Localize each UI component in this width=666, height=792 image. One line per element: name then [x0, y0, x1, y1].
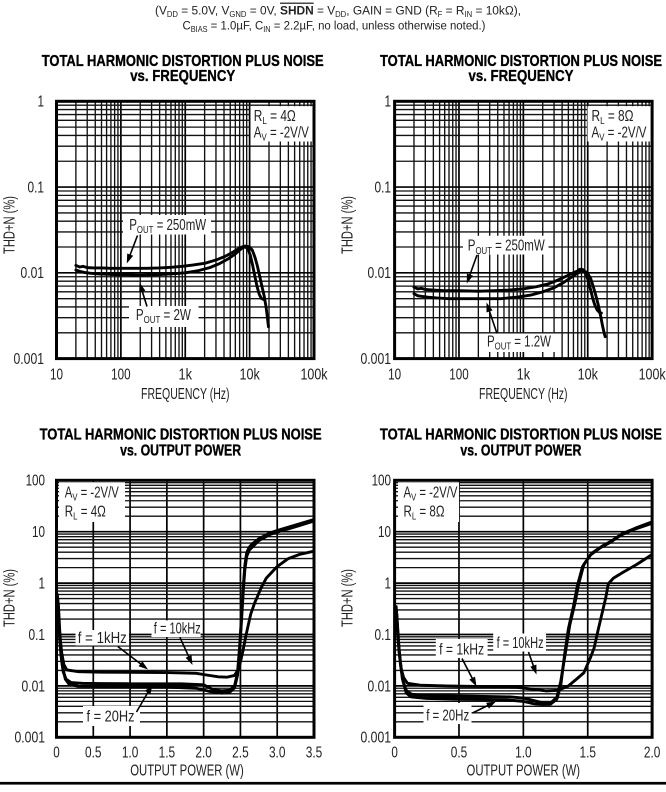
- svg-text:OUTPUT POWER (W): OUTPUT POWER (W): [130, 762, 244, 779]
- svg-text:(VDD = 5.0V, VGND = 0V, SHDN =: (VDD = 5.0V, VGND = 0V, SHDN = VDD, GAIN…: [155, 4, 521, 20]
- svg-text:0: 0: [391, 744, 398, 761]
- svg-text:0.01: 0.01: [368, 678, 392, 695]
- svg-text:1.5: 1.5: [579, 744, 596, 761]
- svg-text:10: 10: [32, 524, 45, 541]
- svg-text:vs. OUTPUT POWER: vs. OUTPUT POWER: [460, 443, 581, 460]
- svg-text:THD+N (%): THD+N (%): [339, 569, 356, 627]
- svg-text:1k: 1k: [179, 367, 193, 384]
- svg-text:RL = 8Ω: RL = 8Ω: [404, 504, 445, 523]
- svg-text:1.0: 1.0: [515, 744, 532, 761]
- svg-text:0.5: 0.5: [85, 744, 102, 761]
- svg-text:THD+N (%): THD+N (%): [1, 196, 18, 254]
- svg-text:1: 1: [39, 576, 46, 593]
- svg-text:0.1: 0.1: [375, 627, 392, 644]
- svg-text:f = 1kHz: f = 1kHz: [78, 630, 127, 647]
- svg-text:10k: 10k: [239, 367, 259, 384]
- svg-text:FREQUENCY (Hz): FREQUENCY (Hz): [479, 386, 568, 403]
- svg-text:0.5: 0.5: [451, 744, 468, 761]
- svg-text:2.0: 2.0: [195, 744, 212, 761]
- svg-text:1.0: 1.0: [122, 744, 139, 761]
- svg-text:CBIAS = 1.0µF, CIN = 2.2µF, no: CBIAS = 1.0µF, CIN = 2.2µF, no load, unl…: [183, 19, 486, 34]
- svg-text:1.5: 1.5: [159, 744, 176, 761]
- svg-text:f = 1kHz: f = 1kHz: [439, 642, 484, 659]
- svg-text:f = 20Hz: f = 20Hz: [426, 708, 469, 725]
- svg-text:AV = -2V/V: AV = -2V/V: [592, 124, 647, 143]
- svg-text:f = 10kHz: f = 10kHz: [154, 621, 201, 638]
- svg-text:3.5: 3.5: [306, 744, 323, 761]
- svg-text:TOTAL HARMONIC DISTORTION PLUS: TOTAL HARMONIC DISTORTION PLUS NOISE: [380, 53, 662, 70]
- svg-text:100: 100: [449, 367, 469, 384]
- svg-text:THD+N (%): THD+N (%): [1, 569, 18, 627]
- svg-text:10: 10: [388, 367, 401, 384]
- svg-text:AV = -2V/V: AV = -2V/V: [65, 484, 119, 503]
- svg-text:3.0: 3.0: [269, 744, 286, 761]
- svg-text:0.001: 0.001: [15, 730, 46, 747]
- svg-text:f = 10kHz: f = 10kHz: [497, 635, 544, 652]
- svg-text:10: 10: [50, 367, 63, 384]
- svg-text:vs. FREQUENCY: vs. FREQUENCY: [130, 68, 235, 85]
- svg-text:vs. OUTPUT POWER: vs. OUTPUT POWER: [120, 443, 241, 460]
- svg-text:100: 100: [372, 473, 392, 490]
- svg-text:THD+N (%): THD+N (%): [339, 196, 356, 254]
- svg-text:100: 100: [26, 473, 46, 490]
- svg-text:AV = -2V/V: AV = -2V/V: [404, 484, 458, 503]
- svg-text:1: 1: [38, 94, 45, 111]
- svg-text:0.01: 0.01: [21, 265, 45, 282]
- svg-text:0.01: 0.01: [368, 265, 392, 282]
- svg-text:RL = 4Ω: RL = 4Ω: [65, 504, 106, 523]
- svg-text:0.1: 0.1: [28, 179, 45, 196]
- svg-text:0.001: 0.001: [361, 351, 392, 368]
- svg-text:0.1: 0.1: [29, 627, 46, 644]
- svg-text:100: 100: [111, 367, 131, 384]
- svg-text:2.5: 2.5: [232, 744, 249, 761]
- svg-text:TOTAL HARMONIC DISTORTION PLUS: TOTAL HARMONIC DISTORTION PLUS NOISE: [42, 53, 324, 70]
- svg-text:0: 0: [53, 744, 60, 761]
- svg-text:TOTAL HARMONIC DISTORTION PLUS: TOTAL HARMONIC DISTORTION PLUS NOISE: [40, 426, 322, 443]
- svg-text:100k: 100k: [301, 367, 328, 384]
- svg-text:vs. FREQUENCY: vs. FREQUENCY: [469, 68, 574, 85]
- svg-text:10: 10: [378, 524, 391, 541]
- svg-text:TOTAL HARMONIC DISTORTION PLUS: TOTAL HARMONIC DISTORTION PLUS NOISE: [380, 426, 662, 443]
- svg-text:AV = -2V/V: AV = -2V/V: [254, 124, 309, 143]
- svg-text:100k: 100k: [639, 367, 666, 384]
- svg-text:2.0: 2.0: [644, 744, 661, 761]
- svg-text:FREQUENCY (Hz): FREQUENCY (Hz): [141, 386, 230, 403]
- svg-text:0.001: 0.001: [361, 730, 392, 747]
- svg-text:1k: 1k: [517, 367, 531, 384]
- svg-text:OUTPUT POWER (W): OUTPUT POWER (W): [467, 762, 581, 779]
- svg-text:0.001: 0.001: [14, 351, 45, 368]
- svg-text:0.01: 0.01: [22, 678, 46, 695]
- svg-text:0.1: 0.1: [375, 179, 392, 196]
- svg-text:f = 20Hz: f = 20Hz: [87, 709, 135, 726]
- svg-text:1: 1: [385, 576, 392, 593]
- svg-text:10k: 10k: [578, 367, 598, 384]
- svg-text:1: 1: [385, 94, 392, 111]
